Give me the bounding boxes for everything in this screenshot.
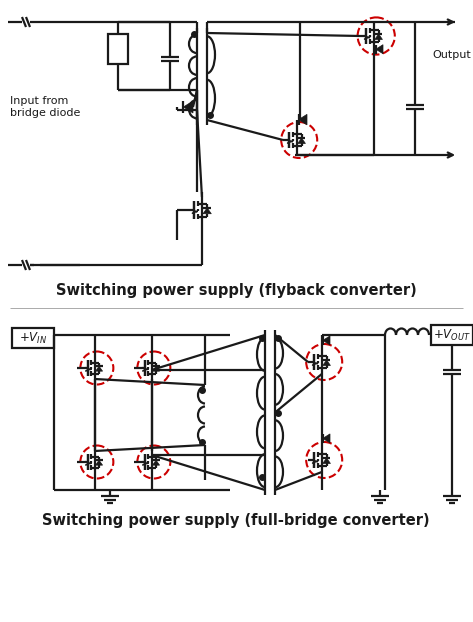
Polygon shape	[184, 101, 193, 113]
Polygon shape	[203, 208, 211, 214]
Text: $+V_{OUT}$: $+V_{OUT}$	[433, 327, 471, 343]
Polygon shape	[298, 138, 306, 144]
Polygon shape	[375, 34, 383, 39]
Text: Output: Output	[432, 50, 471, 60]
Bar	[108, 34, 128, 64]
Text: $+V_{IN}$: $+V_{IN}$	[19, 330, 47, 346]
Polygon shape	[152, 460, 159, 465]
Polygon shape	[376, 45, 383, 53]
Polygon shape	[96, 366, 103, 371]
Polygon shape	[323, 336, 330, 345]
Polygon shape	[96, 460, 103, 465]
Text: Switching power supply (flyback converter): Switching power supply (flyback converte…	[56, 282, 416, 297]
Polygon shape	[323, 458, 331, 463]
Text: Input from
bridge diode: Input from bridge diode	[10, 96, 80, 118]
Polygon shape	[323, 434, 330, 443]
Bar	[12, 328, 54, 348]
Text: Switching power supply (full-bridge converter): Switching power supply (full-bridge conv…	[42, 513, 430, 527]
Polygon shape	[298, 114, 307, 125]
Bar	[431, 325, 473, 345]
Polygon shape	[152, 366, 159, 371]
Polygon shape	[323, 360, 331, 366]
